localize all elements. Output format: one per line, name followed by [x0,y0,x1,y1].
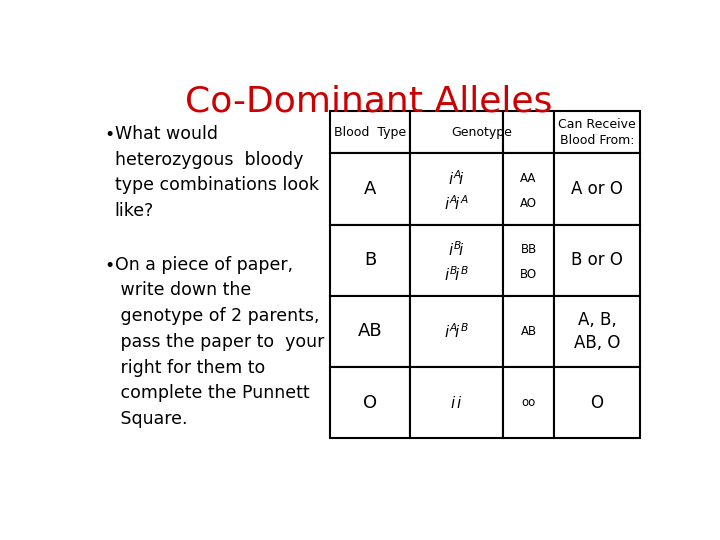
Text: Genotype: Genotype [451,126,512,139]
Text: A: A [364,180,376,198]
Text: Blood  Type: Blood Type [334,126,406,139]
Bar [330,225,410,296]
Bar [554,225,640,296]
Text: B or O: B or O [571,251,623,269]
Text: BB: BB [521,243,536,256]
Text: $i^{B}\!i^{B}$: $i^{B}\!i^{B}$ [444,265,469,284]
Text: $i^{A}\!i$: $i^{A}\!i$ [448,169,465,187]
Text: oo: oo [521,396,536,409]
Bar [554,367,640,438]
Bar [330,153,410,225]
Bar [554,153,640,225]
Bar [554,296,640,367]
Bar [410,153,503,225]
Text: AA: AA [521,172,536,185]
Bar [330,111,410,153]
Text: Co-Dominant Alleles: Co-Dominant Alleles [185,84,553,118]
Text: •: • [104,257,114,275]
Bar [503,225,554,296]
Text: Can Receive
Blood From:: Can Receive Blood From: [558,118,636,147]
Text: AB: AB [521,325,536,338]
Bar [503,111,554,153]
Text: AO: AO [520,197,537,210]
Bar [410,111,503,153]
Text: What would
heterozygous  bloody
type combinations look
like?: What would heterozygous bloody type comb… [114,125,319,220]
Text: $i^{B}\!i$: $i^{B}\!i$ [448,240,465,259]
Text: $i^{A}\!i^{B}$: $i^{A}\!i^{B}$ [444,322,469,341]
Text: A, B,
AB, O: A, B, AB, O [574,310,620,352]
Text: O: O [590,394,603,411]
Text: A or O: A or O [571,180,623,198]
Text: O: O [363,394,377,411]
Bar [330,296,410,367]
Bar [554,111,640,153]
Text: On a piece of paper,
 write down the
 genotype of 2 parents,
 pass the paper to : On a piece of paper, write down the geno… [114,256,324,428]
Text: BO: BO [520,268,537,281]
Bar [330,367,410,438]
Bar [503,367,554,438]
Bar [503,296,554,367]
Bar [410,367,503,438]
Text: $i\,i$: $i\,i$ [450,395,463,410]
Bar [410,296,503,367]
Text: •: • [104,126,114,144]
Bar [410,225,503,296]
Text: $i^{A}\!i^{A}$: $i^{A}\!i^{A}$ [444,194,469,213]
Text: B: B [364,251,376,269]
Bar [503,153,554,225]
Text: AB: AB [358,322,382,340]
